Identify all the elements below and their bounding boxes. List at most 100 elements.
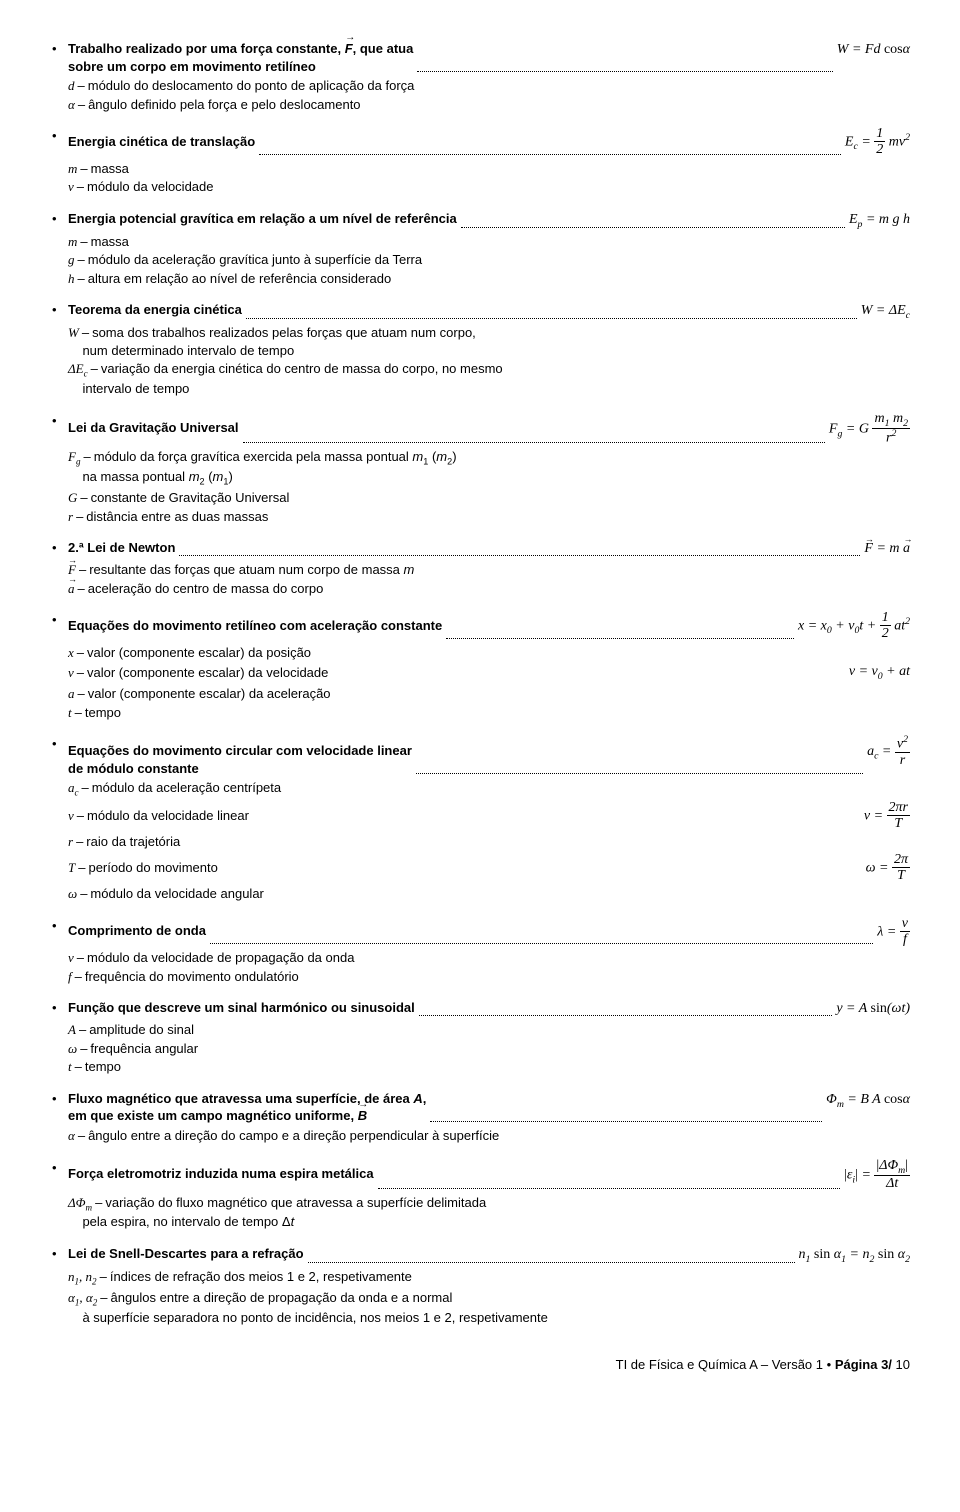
definition-line: a–aceleração do centro de massa do corpo	[68, 580, 910, 598]
definition-line: m–massa	[68, 160, 910, 178]
item-title: Teorema da energia cinética	[68, 301, 242, 319]
item-definitions: Fg–módulo da força gravítica exercida pe…	[68, 448, 910, 525]
definition-line: r–raio da trajetória	[68, 833, 910, 851]
item-formula: ac = v2r	[867, 735, 910, 768]
item-title: Lei de Snell-Descartes para a refração	[68, 1245, 304, 1263]
definition-line: r–distância entre as duas massas	[68, 508, 910, 526]
item-definitions: v–módulo da velocidade de propagação da …	[68, 949, 910, 985]
item-title: Função que descreve um sinal harmónico o…	[68, 999, 415, 1017]
leader-dots	[259, 153, 841, 155]
definition-line: f–frequência do movimento ondulatório	[68, 968, 910, 986]
item-title: Lei da Gravitação Universal	[68, 419, 239, 437]
formula-item: Função que descreve um sinal harmónico o…	[50, 999, 910, 1076]
item-title: Equações do movimento circular com veloc…	[68, 742, 412, 777]
leader-dots	[416, 772, 863, 774]
leader-dots	[417, 70, 832, 72]
formula-item: Fluxo magnético que atravessa uma superf…	[50, 1090, 910, 1145]
definition-line: ac–módulo da aceleração centrípeta	[68, 779, 910, 799]
item-definitions: m–massag–módulo da aceleração gravítica …	[68, 233, 910, 288]
leader-dots	[243, 441, 825, 443]
leader-dots	[378, 1187, 840, 1189]
item-definitions: W–soma dos trabalhos realizados pelas fo…	[68, 324, 910, 398]
leader-dots	[446, 637, 794, 639]
item-formula: Ep = m g h	[849, 211, 910, 231]
definition-line: v–módulo da velocidade de propagação da …	[68, 949, 910, 967]
item-title: Força eletromotriz induzida numa espira …	[68, 1165, 374, 1183]
leader-dots	[308, 1261, 795, 1263]
item-formula: y = A sin(ωt)	[836, 1000, 910, 1019]
formula-item: Lei da Gravitação Universal Fg = G m1 m2r…	[50, 412, 910, 525]
definition-line: a–valor (componente escalar) da aceleraç…	[68, 685, 910, 703]
leader-dots	[179, 554, 860, 556]
formula-item: Energia potencial gravítica em relação a…	[50, 210, 910, 288]
item-definitions: ΔΦm–variação do fluxo magnético que atra…	[68, 1194, 910, 1231]
definition-line: t–tempo	[68, 704, 910, 722]
item-title: Fluxo magnético que atravessa uma superf…	[68, 1090, 426, 1125]
item-title: Trabalho realizado por uma força constan…	[68, 40, 413, 75]
formula-item: Equações do movimento circular com veloc…	[50, 735, 910, 903]
item-definitions: ac–módulo da aceleração centrípetav–módu…	[68, 779, 910, 903]
item-definitions: x–valor (componente escalar) da posiçãov…	[68, 644, 910, 722]
item-title: 2.ª Lei de Newton	[68, 539, 175, 557]
definition-line: h–altura em relação ao nível de referênc…	[68, 270, 910, 288]
item-definitions: α–ângulo entre a direção do campo e a di…	[68, 1127, 910, 1145]
formula-item: Comprimento de onda λ = vf v–módulo da vel…	[50, 917, 910, 985]
item-formula: F = m a	[864, 540, 910, 559]
definition-line: t–tempo	[68, 1058, 910, 1076]
formula-item: Força eletromotriz induzida numa espira …	[50, 1159, 910, 1231]
definition-line: v–módulo da velocidade	[68, 178, 910, 196]
item-formula: W = Fd cosα	[837, 41, 910, 60]
footer-page-label: Página 3/	[835, 1357, 892, 1372]
item-formula: |εi| = |ΔΦm|Δt	[844, 1159, 910, 1192]
formula-item: Lei de Snell-Descartes para a refração n1…	[50, 1245, 910, 1326]
item-formula: x = x0 + v0t + 12 at2	[798, 611, 910, 641]
definition-line: v–módulo da velocidade linearv = 2πrT	[68, 801, 910, 831]
definition-line: W–soma dos trabalhos realizados pelas fo…	[68, 324, 910, 359]
formula-item: 2.ª Lei de Newton F = m a F–resultante das…	[50, 539, 910, 597]
definition-line: ω–módulo da velocidade angular	[68, 885, 910, 903]
item-definitions: F–resultante das forças que atuam num co…	[68, 561, 910, 597]
item-formula: Ec = 12 mv2	[845, 127, 910, 157]
definition-line: n1, n2–índices de refração dos meios 1 e…	[68, 1268, 910, 1288]
definition-line: x–valor (componente escalar) da posição	[68, 644, 910, 662]
item-formula: n1 sin α1 = n2 sin α2	[799, 1246, 910, 1266]
item-definitions: m–massav–módulo da velocidade	[68, 160, 910, 196]
formula-item: Equações do movimento retilíneo com acel…	[50, 611, 910, 721]
definition-line: α–ângulo entre a direção do campo e a di…	[68, 1127, 910, 1145]
leader-dots	[246, 317, 857, 319]
item-formula: W = ΔEc	[861, 302, 910, 322]
item-formula: Φm = B A cosα	[826, 1091, 910, 1111]
item-title: Comprimento de onda	[68, 922, 206, 940]
leader-dots	[461, 226, 845, 228]
definition-line: α1, α2–ângulos entre a direção de propag…	[68, 1289, 910, 1326]
item-title: Energia cinética de translação	[68, 133, 255, 151]
definition-line: F–resultante das forças que atuam num co…	[68, 561, 910, 579]
leader-dots	[210, 942, 873, 944]
item-title: Energia potencial gravítica em relação a…	[68, 210, 457, 228]
definition-line: g–módulo da aceleração gravítica junto à…	[68, 251, 910, 269]
definition-line: Fg–módulo da força gravítica exercida pe…	[68, 448, 910, 488]
definition-line: α–ângulo definido pela força e pelo desl…	[68, 96, 910, 114]
definition-line: ΔEc–variação da energia cinética do cent…	[68, 360, 910, 397]
item-formula: Fg = G m1 m2r2	[829, 412, 910, 447]
definition-line: ΔΦm–variação do fluxo magnético que atra…	[68, 1194, 910, 1231]
item-title: Equações do movimento retilíneo com acel…	[68, 617, 442, 635]
definition-line: ω–frequência angular	[68, 1040, 910, 1058]
definition-line: m–massa	[68, 233, 910, 251]
footer-doc-title: TI de Física e Química A – Versão 1	[616, 1357, 823, 1372]
definition-line: G–constante de Gravitação Universal	[68, 489, 910, 507]
definition-line: A–amplitude do sinal	[68, 1021, 910, 1039]
definition-line: T–período do movimentoω = 2πT	[68, 853, 910, 883]
formula-item: Teorema da energia cinética W = ΔEcW–soma…	[50, 301, 910, 398]
definition-line: v–valor (componente escalar) da velocida…	[68, 663, 910, 683]
item-formula: λ = vf	[877, 917, 910, 947]
item-definitions: A–amplitude do sinalω–frequência angular…	[68, 1021, 910, 1076]
item-definitions: d–módulo do deslocamento do ponto de apl…	[68, 77, 910, 113]
formula-list: Trabalho realizado por uma força constan…	[50, 40, 910, 1326]
formula-item: Energia cinética de translação Ec = 12 mv…	[50, 127, 910, 195]
item-definitions: n1, n2–índices de refração dos meios 1 e…	[68, 1268, 910, 1326]
footer-total-pages: 10	[896, 1357, 910, 1372]
formula-item: Trabalho realizado por uma força constan…	[50, 40, 910, 113]
leader-dots	[419, 1014, 833, 1016]
page-footer: TI de Física e Química A – Versão 1 • Pá…	[50, 1356, 910, 1374]
